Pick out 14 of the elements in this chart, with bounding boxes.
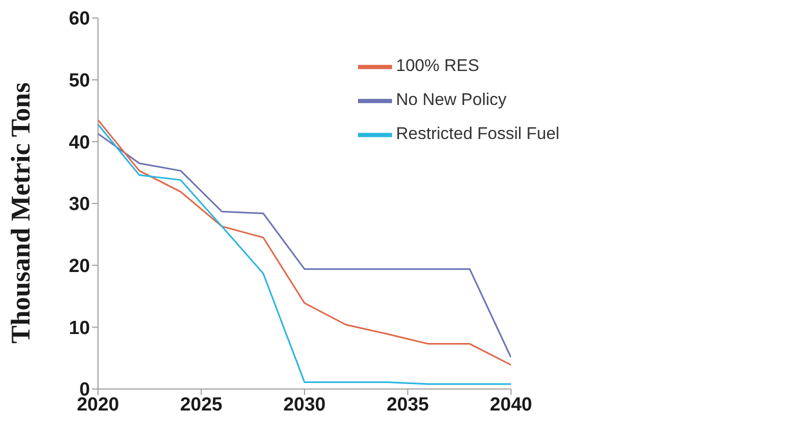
y-tick-label: 20 — [68, 256, 90, 278]
x-tick-label: 2025 — [180, 394, 223, 416]
x-tick-label: 2040 — [490, 394, 532, 416]
y-tick-label: 50 — [68, 70, 90, 92]
x-tick-label: 2030 — [283, 394, 326, 416]
y-tick-label: 60 — [68, 8, 90, 30]
legend-label: 100% RES — [396, 56, 480, 76]
y-tick-label: 30 — [68, 194, 90, 216]
y-tick-label: 40 — [68, 132, 90, 154]
x-tick-label: 2035 — [386, 394, 430, 416]
y-axis-title: Thousand Metric Tons — [6, 82, 36, 344]
y-tick-label: 10 — [68, 318, 90, 339]
legend-label: Restricted Fossil Fuel — [396, 124, 560, 144]
legend-label: No New Policy — [396, 90, 507, 110]
